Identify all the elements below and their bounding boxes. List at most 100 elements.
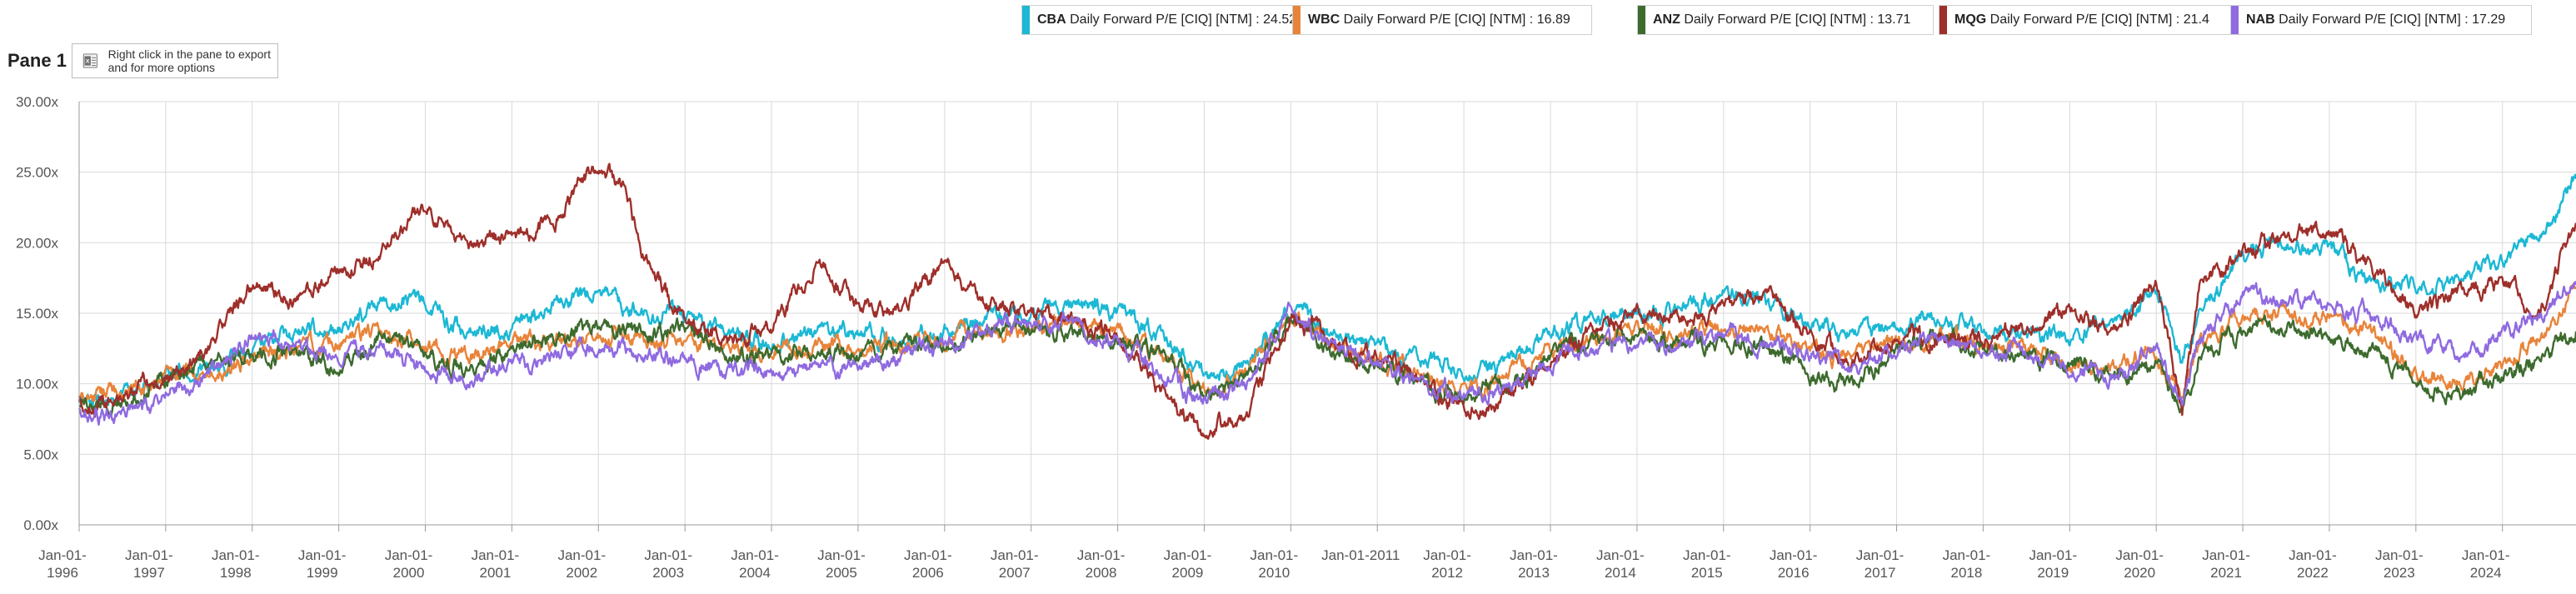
x-tick-label: 1997 (133, 565, 165, 581)
y-tick-label: 20.00x (16, 235, 59, 251)
x-tick-label: Jan-01- (904, 547, 952, 563)
x-tick-label: 2002 (566, 565, 597, 581)
x-tick-label: Jan-01- (2462, 547, 2510, 563)
x-tick-label: Jan-01- (817, 547, 866, 563)
x-tick-label: 2003 (652, 565, 684, 581)
x-tick-label: 2019 (2037, 565, 2069, 581)
x-tick-label: 2000 (393, 565, 425, 581)
x-tick-label: 2014 (1605, 565, 1636, 581)
legend-ticker: MQG (1954, 12, 1987, 27)
chart-series-layer (77, 162, 2576, 440)
y-tick-label: 10.00x (16, 377, 59, 392)
x-tick-label: Jan-01- (644, 547, 692, 563)
x-tick-label: Jan-01- (1596, 547, 1645, 563)
y-tick-label: 30.00x (16, 94, 59, 110)
chart-axes: 0.00x 5.00x 10.00x 15.00x 20.00x 25.00x 30.00x… (16, 94, 2576, 581)
export-hint-box[interactable]: X Right click in the pane to export and … (72, 43, 278, 78)
series-line-anz (78, 314, 2576, 417)
x-tick-label: Jan-01- (38, 547, 87, 563)
chart-grid (78, 101, 2576, 526)
legend-label: ANZ Daily Forward P/E [CIQ] [NTM] : 13.7… (1653, 12, 1919, 27)
chart-legend: CBA Daily Forward P/E [CIQ] [NTM] : 24.5… (0, 5, 2576, 37)
x-tick-label: 2018 (1950, 565, 1982, 581)
x-tick-label: 1996 (47, 565, 78, 581)
x-tick-label: Jan-01- (1164, 547, 1212, 563)
legend-item-mqg[interactable]: MQG Daily Forward P/E [CIQ] [NTM] : 21.4 (1939, 5, 2234, 35)
x-tick-label: Jan-01- (2289, 547, 2337, 563)
x-tick-label: 2005 (826, 565, 857, 581)
x-tick-label: Jan-01- (2029, 547, 2077, 563)
x-tick-label: 1999 (307, 565, 338, 581)
x-tick-label: Jan-01- (1510, 547, 1558, 563)
legend-label: CBA Daily Forward P/E [CIQ] [NTM] : 24.5… (1037, 12, 1305, 27)
x-tick-label: Jan-01- (1683, 547, 1731, 563)
series-line-nab (77, 280, 2576, 426)
x-tick-label: Jan-01- (385, 547, 433, 563)
x-tick-label: Jan-01- (1856, 547, 1905, 563)
legend-item-wbc[interactable]: WBC Daily Forward P/E [CIQ] [NTM] : 16.8… (1292, 5, 1592, 35)
legend-swatch (1293, 6, 1300, 34)
y-tick-label: 5.00x (23, 447, 58, 462)
legend-item-cba[interactable]: CBA Daily Forward P/E [CIQ] [NTM] : 24.5… (1021, 5, 1310, 35)
x-tick-label: Jan-01- (212, 547, 260, 563)
legend-value: Daily Forward P/E [CIQ] [NTM] : 24.52 (1066, 12, 1297, 27)
excel-export-icon[interactable]: X (82, 48, 98, 73)
y-tick-label: 15.00x (16, 306, 59, 322)
x-tick-label: 2024 (2470, 565, 2502, 581)
legend-item-anz[interactable]: ANZ Daily Forward P/E [CIQ] [NTM] : 13.7… (1637, 5, 1934, 35)
y-tick-label: 25.00x (16, 165, 59, 181)
x-tick-label: Jan-01- (1423, 547, 1471, 563)
x-tick-label: 2001 (479, 565, 511, 581)
legend-swatch (1022, 6, 1030, 34)
legend-value: Daily Forward P/E [CIQ] [NTM] : 21.4 (1986, 12, 2209, 27)
x-tick-label: Jan-01- (472, 547, 520, 563)
svg-text:X: X (86, 58, 90, 64)
x-tick-label: 2004 (739, 565, 771, 581)
legend-ticker: NAB (2246, 12, 2275, 27)
x-tick-label: Jan-01- (1943, 547, 1991, 563)
legend-swatch (1939, 6, 1947, 34)
x-tick-label: Jan-01- (731, 547, 779, 563)
x-tick-label: Jan-01- (1251, 547, 1299, 563)
x-tick-label: Jan-01- (2115, 547, 2164, 563)
x-tick-label: 2006 (912, 565, 944, 581)
series-line-mqg (77, 162, 2576, 440)
x-tick-label: 2012 (1431, 565, 1463, 581)
x-tick-label: 2023 (2384, 565, 2415, 581)
x-tick-label: Jan-01- (991, 547, 1039, 563)
x-tick-label: 1998 (220, 565, 252, 581)
legend-ticker: CBA (1037, 12, 1066, 27)
x-tick-label: Jan-01- (1770, 547, 1818, 563)
x-tick-label: 2017 (1865, 565, 1896, 581)
x-tick-label: Jan-01- (2202, 547, 2250, 563)
x-tick-label: 2015 (1691, 565, 1723, 581)
legend-value: Daily Forward P/E [CIQ] [NTM] : 17.29 (2274, 12, 2506, 27)
pane-title: Pane 1 (7, 50, 67, 71)
x-tick-label: 2022 (2297, 565, 2329, 581)
legend-label: NAB Daily Forward P/E [CIQ] [NTM] : 17.2… (2246, 12, 2514, 27)
y-tick-label: 0.00x (23, 517, 58, 533)
legend-label: MQG Daily Forward P/E [CIQ] [NTM] : 21.4 (1954, 12, 2218, 27)
legend-item-nab[interactable]: NAB Daily Forward P/E [CIQ] [NTM] : 17.2… (2230, 5, 2532, 35)
x-tick-label: 2010 (1258, 565, 1290, 581)
legend-swatch (2231, 6, 2239, 34)
x-tick-label: Jan-01- (298, 547, 347, 563)
x-tick-label: Jan-01- (2375, 547, 2424, 563)
legend-ticker: ANZ (1653, 12, 1680, 27)
x-tick-label: Jan-01- (557, 547, 606, 563)
x-tick-label: 2013 (1518, 565, 1550, 581)
x-tick-label: 2016 (1778, 565, 1810, 581)
x-tick-label: 2008 (1086, 565, 1117, 581)
x-tick-label: 2021 (2210, 565, 2242, 581)
x-tick-label: 2020 (2124, 565, 2155, 581)
legend-swatch (1638, 6, 1645, 34)
x-tick-label: Jan-01-2011 (1321, 547, 1400, 563)
x-tick-label: Jan-01- (125, 547, 173, 563)
legend-ticker: WBC (1308, 12, 1340, 27)
export-hint-text: Right click in the pane to export and fo… (107, 47, 271, 74)
x-tick-label: Jan-01- (1077, 547, 1126, 563)
legend-value: Daily Forward P/E [CIQ] [NTM] : 16.89 (1340, 12, 1570, 27)
legend-label: WBC Daily Forward P/E [CIQ] [NTM] : 16.8… (1308, 12, 1579, 27)
x-tick-label: 2007 (999, 565, 1031, 581)
